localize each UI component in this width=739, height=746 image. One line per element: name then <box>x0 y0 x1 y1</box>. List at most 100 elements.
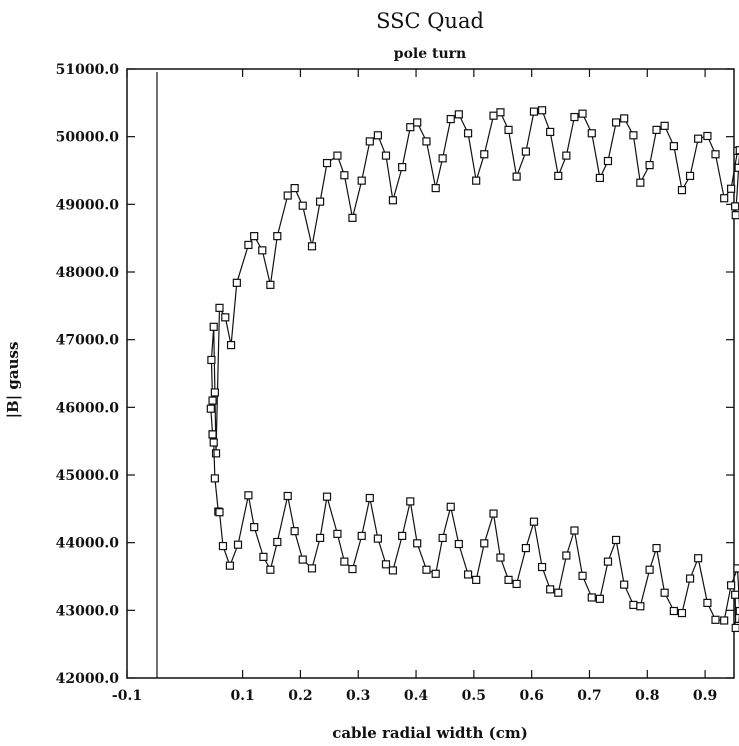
data-point-marker <box>431 569 440 578</box>
data-point-marker <box>225 561 235 570</box>
data-point-marker <box>381 151 391 160</box>
data-point-marker <box>578 109 587 118</box>
data-point-marker <box>570 112 579 122</box>
x-tick-label: -0.1 <box>112 688 142 704</box>
data-point-marker <box>636 602 645 611</box>
y-tick-label: 46000.0 <box>56 400 120 416</box>
data-point-marker <box>587 593 596 602</box>
data-point-marker <box>512 172 521 181</box>
data-point-marker <box>504 575 513 584</box>
data-point-marker <box>694 134 703 143</box>
data-point-marker <box>720 194 729 203</box>
data-point-marker <box>620 114 629 123</box>
data-point-marker <box>207 355 216 365</box>
data-point-marker <box>250 523 259 532</box>
data-point-marker <box>652 543 661 553</box>
data-point-marker <box>611 118 621 127</box>
data-point-marker <box>454 539 463 549</box>
data-point-marker <box>381 560 391 569</box>
data-point-marker <box>406 123 415 132</box>
y-tick-label: 43000.0 <box>56 603 120 619</box>
y-tick-label: 51000.0 <box>56 62 120 78</box>
data-point-marker <box>562 551 571 560</box>
data-point-marker <box>273 232 282 241</box>
data-point-marker <box>463 570 473 579</box>
data-point-marker <box>365 137 374 146</box>
data-point-marker <box>413 118 422 127</box>
data-point-marker <box>529 517 539 526</box>
chart-subtitle: pole turn <box>394 46 466 62</box>
data-point-marker <box>422 565 431 574</box>
data-point-marker <box>570 526 579 535</box>
data-point-marker <box>645 565 654 574</box>
data-point-marker <box>365 493 374 503</box>
x-tick-label: 0.1 <box>230 688 254 704</box>
data-point-marker <box>206 404 215 413</box>
data-point-marker <box>629 600 638 610</box>
chart-title: SSC Quad <box>376 9 484 33</box>
data-point-marker <box>333 151 342 160</box>
data-point-marker <box>472 575 481 584</box>
data-point-marker <box>496 553 505 562</box>
data-point-marker <box>703 598 712 607</box>
data-point-marker <box>307 564 317 573</box>
data-point-marker <box>208 430 217 439</box>
y-tick-label: 42000.0 <box>56 671 120 687</box>
data-point-marker <box>629 131 638 140</box>
data-point-marker <box>546 127 555 137</box>
data-point-marker <box>703 131 712 141</box>
data-point-marker <box>322 492 332 501</box>
y-tick-label: 49000.0 <box>56 197 120 213</box>
data-point-marker <box>454 110 463 119</box>
data-point-marker <box>266 280 275 289</box>
data-point-marker <box>472 176 481 185</box>
data-point-marker <box>438 533 447 543</box>
x-axis-label: cable radial width (cm) <box>332 724 528 742</box>
data-point-marker <box>735 606 739 616</box>
data-point-marker <box>727 581 736 590</box>
data-point-marker <box>489 509 498 518</box>
data-point-marker <box>504 125 513 135</box>
data-point-marker <box>209 322 218 331</box>
data-point-marker <box>711 615 720 624</box>
data-point-marker <box>283 191 292 200</box>
data-point-marker <box>731 590 739 599</box>
data-point-marker <box>595 594 604 603</box>
data-point-marker <box>211 449 221 458</box>
data-point-marker <box>554 588 563 597</box>
data-point-marker <box>660 588 669 597</box>
data-point-marker <box>512 579 521 589</box>
series-line-1 <box>210 109 739 454</box>
x-tick-label: 0.3 <box>346 688 370 704</box>
data-point-marker <box>669 606 678 616</box>
data-point-marker <box>546 585 555 594</box>
data-point-marker <box>677 186 687 195</box>
data-point-marker <box>587 129 596 138</box>
data-point-marker <box>720 616 729 625</box>
data-point-marker <box>645 160 654 170</box>
data-point-marker <box>446 502 455 511</box>
data-point-marker <box>578 571 587 580</box>
data-point-marker <box>733 564 739 573</box>
data-point-marker <box>431 183 440 193</box>
data-point-marker <box>463 129 473 138</box>
y-tick-label: 44000.0 <box>56 536 120 552</box>
data-point-marker <box>273 537 282 547</box>
data-point-marker <box>489 111 498 120</box>
y-tick-label: 50000.0 <box>56 130 120 146</box>
data-point-marker <box>731 202 739 211</box>
data-point-marker <box>669 142 678 151</box>
data-point-marker <box>266 565 275 574</box>
data-point-marker <box>562 151 571 160</box>
x-tick-label: 0.5 <box>462 688 486 704</box>
data-point-marker <box>388 566 398 575</box>
data-point-marker <box>521 543 530 553</box>
data-point-marker <box>290 527 299 536</box>
data-point-marker <box>259 552 268 561</box>
data-point-marker <box>480 150 489 159</box>
data-point-marker <box>315 197 325 206</box>
data-point-marker <box>232 278 241 287</box>
data-point-marker <box>660 121 669 130</box>
data-point-marker <box>398 531 407 541</box>
